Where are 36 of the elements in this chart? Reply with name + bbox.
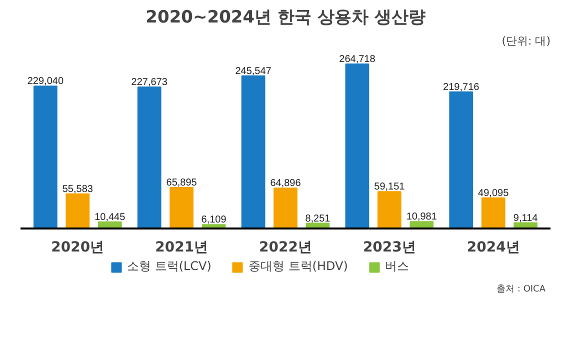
x-tick-label: 2024년 bbox=[466, 239, 520, 256]
bar bbox=[66, 193, 90, 229]
data-label: 264,718 bbox=[339, 54, 376, 65]
text: (단위: 대) bbox=[502, 34, 551, 48]
data-label: 49,095 bbox=[478, 188, 510, 199]
data-label: 245,547 bbox=[235, 66, 272, 77]
data-label: 227,673 bbox=[131, 76, 168, 88]
data-label: 55,583 bbox=[62, 184, 94, 195]
bar bbox=[449, 91, 474, 229]
x-tick-label: 2023년 bbox=[362, 239, 416, 256]
data-label: 10,445 bbox=[94, 212, 126, 223]
data-label: 10,981 bbox=[406, 212, 438, 223]
x-tick-label: 2021년 bbox=[155, 239, 208, 256]
bar bbox=[170, 186, 194, 229]
data-label: 219,716 bbox=[443, 82, 480, 93]
x-tick-label: 2022년 bbox=[259, 239, 312, 256]
x-tick-label: 2020년 bbox=[51, 239, 104, 256]
data-label: 59,151 bbox=[374, 182, 406, 193]
bar bbox=[241, 75, 266, 229]
data-label: 9,114 bbox=[513, 212, 538, 224]
bar bbox=[274, 188, 298, 229]
bar bbox=[481, 197, 506, 229]
chart-title: 2020~2024년 한국 상용차 생산량 bbox=[146, 8, 426, 28]
bar bbox=[34, 86, 58, 229]
data-label: 8,251 bbox=[305, 213, 331, 224]
data-label: 64,896 bbox=[270, 178, 302, 190]
bar bbox=[345, 63, 370, 229]
data-label: 65,895 bbox=[166, 177, 198, 188]
legend-label: 버스 bbox=[384, 258, 409, 275]
legend-label: 중대형 트럭(HDV) bbox=[248, 258, 348, 275]
data-label: 6,109 bbox=[201, 214, 227, 226]
bar bbox=[137, 86, 162, 229]
legend-label: 소형 트럭(LCV) bbox=[127, 258, 212, 275]
source-note: 출처 : OICA bbox=[496, 284, 546, 294]
bar bbox=[377, 191, 402, 229]
data-label: 229,040 bbox=[27, 76, 64, 88]
